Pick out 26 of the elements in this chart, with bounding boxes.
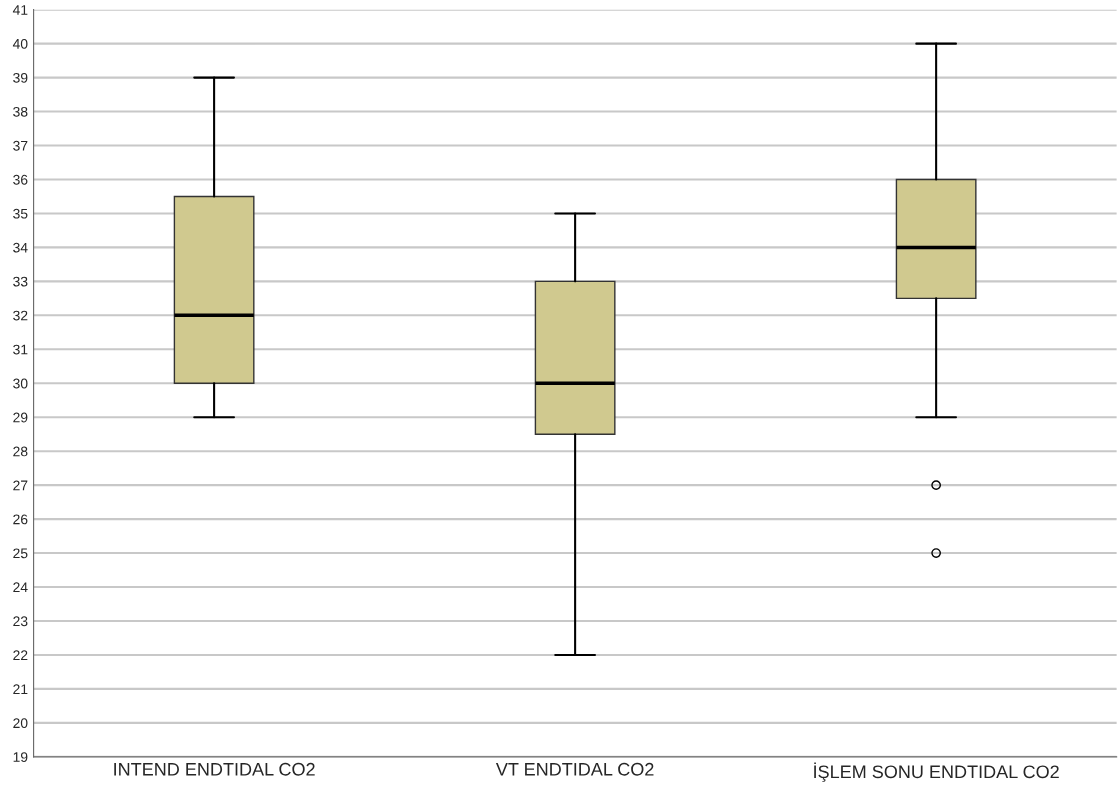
y-tick-label: 26	[13, 514, 28, 525]
y-tick-label: 32	[13, 310, 28, 321]
y-tick-label: 30	[13, 378, 28, 389]
y-tick-label: 38	[13, 106, 28, 117]
y-tick-label: 22	[13, 650, 28, 660]
x-tick-label: İŞLEM SONU ENDTIDAL CO2	[814, 762, 1059, 782]
y-tick-label: 20	[13, 718, 28, 729]
x-tick-label: INTEND ENDTIDAL CO2	[114, 762, 315, 776]
y-tick-label: 37	[13, 140, 28, 151]
y-tick-label: 24	[13, 582, 28, 593]
y-tick-label: 21	[13, 684, 28, 694]
x-tick-label: VT ENDTIDAL CO2	[495, 762, 654, 776]
y-tick-label: 36	[13, 174, 28, 185]
y-tick-label: 27	[13, 480, 28, 491]
y-tick-label: 23	[13, 616, 28, 627]
y-tick-label: 31	[13, 344, 28, 355]
y-tick-label: 33	[13, 276, 28, 287]
y-tick-label: 40	[12, 38, 28, 49]
y-tick-label: 34	[13, 242, 28, 253]
y-tick-label: 19	[13, 752, 28, 762]
y-tick-label: 41	[12, 5, 28, 15]
y-tick-label: 39	[13, 72, 28, 83]
y-tick-label: 29	[13, 412, 28, 423]
y-tick-label: 28	[13, 446, 28, 457]
y-tick-label: 35	[13, 208, 28, 219]
y-tick-label: 25	[13, 548, 28, 559]
